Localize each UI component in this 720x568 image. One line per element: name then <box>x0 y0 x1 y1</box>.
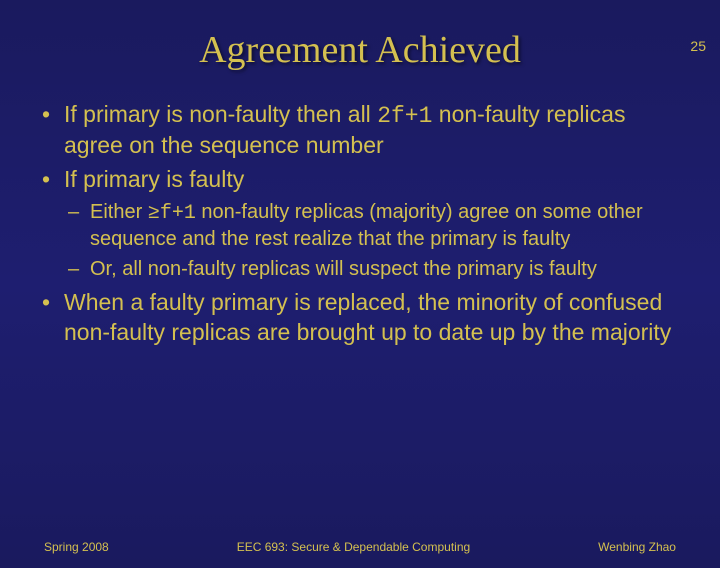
sub-bullet-1: Either ≥f+1 non-faulty replicas (majorit… <box>64 200 682 252</box>
footer-left: Spring 2008 <box>44 540 109 554</box>
bullet-list: If primary is non-faulty then all 2f+1 n… <box>38 100 682 347</box>
sub-bullet-1-code: ≥f+1 <box>148 202 196 225</box>
bullet-3: When a faulty primary is replaced, the m… <box>38 288 682 347</box>
bullet-1: If primary is non-faulty then all 2f+1 n… <box>38 100 682 161</box>
sub-bullet-2-text: Or, all non-faulty replicas will suspect… <box>90 258 597 280</box>
bullet-2-text: If primary is faulty <box>64 166 244 192</box>
footer: Spring 2008 EEC 693: Secure & Dependable… <box>0 540 720 554</box>
bullet-1-code: 2f+1 <box>377 103 432 129</box>
footer-right: Wenbing Zhao <box>598 540 676 554</box>
slide-content: If primary is non-faulty then all 2f+1 n… <box>0 100 720 347</box>
bullet-2: If primary is faulty Either ≥f+1 non-fau… <box>38 165 682 282</box>
footer-center: EEC 693: Secure & Dependable Computing <box>237 540 470 554</box>
sub-bullet-list: Either ≥f+1 non-faulty replicas (majorit… <box>64 200 682 282</box>
slide-title: Agreement Achieved <box>0 28 720 72</box>
page-number: 25 <box>690 38 706 54</box>
sub-bullet-1-pre: Either <box>90 201 148 223</box>
sub-bullet-2: Or, all non-faulty replicas will suspect… <box>64 257 682 283</box>
bullet-3-text: When a faulty primary is replaced, the m… <box>64 289 671 344</box>
bullet-1-text-pre: If primary is non-faulty then all <box>64 101 377 127</box>
